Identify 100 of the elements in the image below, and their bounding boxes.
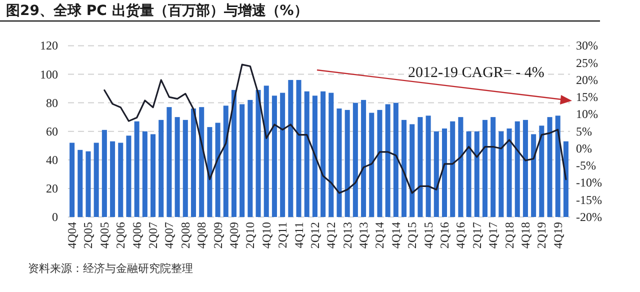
x-tick-label: 2Q10 [243, 222, 258, 249]
y-tick-label: 100 [40, 67, 58, 82]
annotation: 2012-19 CAGR= - 4% [408, 65, 544, 81]
bar [288, 80, 294, 217]
bar [344, 110, 350, 217]
bar [190, 108, 196, 217]
chart-title: 图29、全球 PC 出货量（百万部）与增速（%） [6, 2, 308, 19]
bar [434, 131, 439, 217]
y2-tick-label: 25% [576, 56, 598, 70]
x-tick-label: 2Q09 [210, 222, 225, 249]
x-tick-label: 2Q13 [340, 222, 354, 249]
y2-tick-label: 5% [576, 124, 592, 138]
x-tick-label: 4Q15 [421, 222, 436, 249]
text: 资料来源：经济与金融研究院整理 [28, 262, 193, 275]
bar [272, 96, 277, 217]
x-tick-label: 4Q04 [65, 222, 80, 249]
bar [166, 107, 172, 217]
x-tick-label: 4Q19 [550, 222, 565, 249]
x-tick-label: 4Q09 [226, 222, 241, 249]
bar [264, 86, 269, 217]
x-tick-label: 2Q11 [276, 222, 290, 248]
bar [514, 121, 520, 217]
bar [102, 130, 107, 217]
bar [555, 116, 560, 217]
bar [78, 150, 83, 217]
bar [118, 142, 124, 217]
x-tick-label: 2Q15 [405, 222, 420, 249]
x-tick-label: 4Q06 [130, 222, 144, 249]
bar [70, 142, 75, 217]
y-tick-label: 80 [46, 96, 58, 110]
x-tick-label: 4Q11 [292, 222, 306, 248]
line-series [104, 64, 567, 194]
bar [248, 100, 253, 217]
bar [328, 92, 334, 217]
x-tick-label: 4Q13 [356, 222, 371, 249]
bar [442, 128, 448, 217]
y-tick-label: 0 [52, 210, 58, 224]
bar [320, 91, 326, 217]
bar [369, 112, 374, 217]
bar [280, 92, 286, 217]
bar [312, 96, 318, 217]
bar [240, 104, 245, 217]
bar [134, 121, 140, 217]
bar [466, 131, 472, 217]
bar [474, 131, 480, 217]
bar [182, 120, 188, 217]
bar [506, 128, 512, 217]
bar [410, 124, 415, 217]
y-tick-label: 60 [46, 124, 58, 138]
y2-tick-label: 20% [576, 72, 598, 87]
x-tick-label: 4Q18 [518, 222, 532, 249]
x-tick-label: 2Q06 [114, 222, 128, 249]
x-tick-label: 4Q10 [259, 222, 274, 249]
bar [256, 90, 261, 217]
y2-tick-label: -5% [576, 158, 596, 173]
y2-tick-label: -15% [576, 192, 602, 207]
y2-tick-label: 10% [576, 107, 598, 122]
bar [450, 121, 456, 217]
bar [361, 100, 366, 217]
bar [296, 80, 302, 217]
x-tick-label: 2Q07 [146, 222, 160, 249]
y2-tick-label: -20% [576, 210, 602, 224]
x-tick-label: 4Q07 [162, 222, 176, 249]
x-tick-label: 4Q05 [97, 222, 112, 249]
bar [418, 117, 423, 217]
x-tick-label: 2Q12 [308, 222, 322, 249]
x-tick-label: 4Q14 [388, 222, 403, 249]
bar [86, 151, 91, 217]
bar [490, 117, 496, 217]
x-tick-label: 4Q08 [194, 222, 209, 249]
x-tick-label: 2Q05 [81, 222, 96, 249]
x-tick-label: 2Q17 [470, 222, 484, 249]
y2-tick-label: -10% [576, 176, 602, 190]
bar [231, 90, 236, 217]
bar [304, 91, 310, 217]
x-tick-label: 2Q18 [502, 222, 516, 249]
bar [482, 120, 488, 217]
bar [402, 120, 407, 217]
bar [385, 104, 390, 217]
bar [215, 122, 220, 217]
bar [336, 108, 342, 217]
bar [531, 134, 536, 217]
bar [110, 141, 116, 217]
bar [207, 127, 212, 217]
y-tick-label: 40 [46, 152, 58, 167]
x-tick-label: 4Q16 [454, 222, 468, 249]
bar [223, 106, 228, 217]
bar [498, 131, 504, 217]
bar [142, 131, 148, 217]
x-tick-label: 2Q08 [178, 222, 192, 249]
bar [94, 142, 99, 217]
bar [522, 120, 528, 217]
x-tick-label: 2Q16 [438, 222, 452, 249]
bar [426, 116, 431, 217]
x-tick-label: 2Q19 [534, 222, 549, 249]
bar [352, 102, 358, 217]
bar [377, 110, 382, 217]
bar [199, 107, 204, 217]
bar [547, 117, 552, 217]
bar [539, 126, 544, 217]
